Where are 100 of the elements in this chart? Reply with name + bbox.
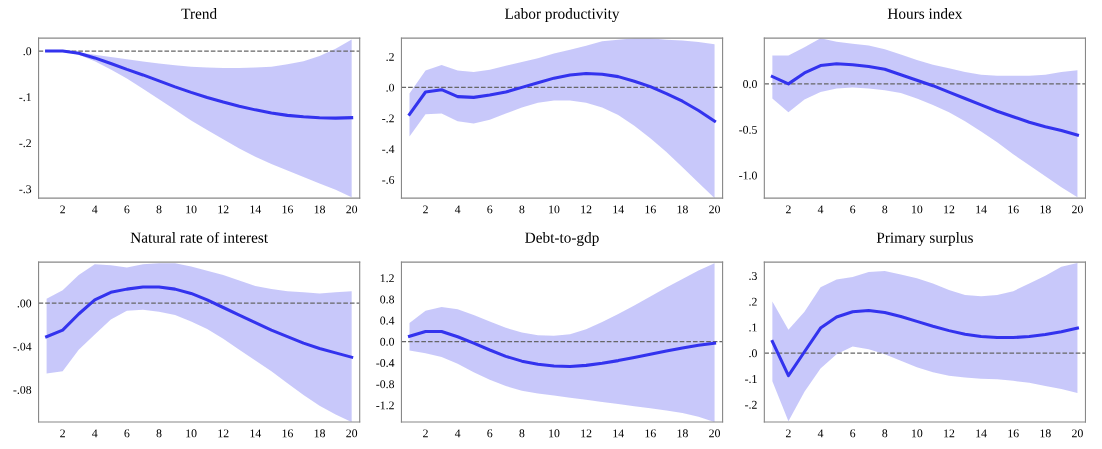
x-tick-label: 20 [709, 429, 721, 438]
x-tick-label: 4 [817, 205, 824, 214]
y-tick-label: -.6 [382, 175, 395, 184]
x-tick-label: 12 [218, 429, 229, 438]
x-tick-label: 8 [156, 205, 162, 214]
y-tick-label: -0.4 [376, 358, 395, 367]
x-tick-label: 12 [581, 429, 592, 438]
x-tick-label: 12 [581, 205, 592, 214]
x-tick-label: 6 [124, 429, 130, 438]
x-tick-label: 8 [156, 429, 162, 438]
x-tick-label: 20 [346, 205, 358, 214]
chart-title: Labor productivity [504, 8, 620, 23]
x-tick-label: 14 [976, 429, 987, 438]
x-tick-label: 14 [613, 205, 624, 214]
x-tick-label: 4 [454, 429, 461, 438]
chart-title: Debt-to-gdp [525, 232, 599, 246]
chart-title: Hours index [887, 8, 963, 19]
x-tick-label: 18 [677, 205, 688, 214]
y-tick-label: -.1 [19, 93, 31, 102]
y-tick-label: .2 [386, 52, 394, 61]
x-tick-label: 4 [454, 205, 461, 214]
x-tick-label: 16 [282, 429, 293, 438]
chart-title: Primary surplus [876, 232, 973, 246]
y-tick-label: .00 [17, 299, 32, 308]
x-tick-label: 2 [785, 429, 791, 438]
x-tick-label: 6 [850, 429, 856, 438]
x-tick-label: 20 [1072, 205, 1083, 214]
x-tick-label: 6 [124, 205, 130, 214]
y-tick-label: -.04 [13, 342, 32, 351]
y-tick-label: -.2 [382, 114, 394, 123]
x-tick-label: 10 [549, 205, 560, 214]
y-tick-label: 0.0 [743, 80, 757, 89]
x-tick-label: 6 [850, 205, 856, 214]
line-series [45, 49, 354, 120]
y-tick-label: -0.8 [376, 380, 395, 389]
y-tick-label: 0.4 [380, 316, 395, 325]
y-tick-label: -.2 [19, 139, 31, 148]
x-tick-label: 10 [186, 429, 197, 438]
x-tick-label: 14 [613, 429, 624, 438]
x-tick-label: 4 [817, 429, 824, 438]
x-tick-label: 10 [912, 205, 923, 214]
y-tick-label: -1.0 [739, 171, 757, 180]
x-tick-label: 10 [912, 429, 923, 438]
y-tick-label: .0 [386, 83, 395, 92]
x-tick-label: 12 [218, 205, 229, 214]
x-tick-label: 14 [250, 205, 262, 214]
x-tick-label: 8 [519, 205, 525, 214]
y-tick-label: -.1 [745, 375, 757, 384]
line-series [407, 72, 717, 123]
x-tick-label: 8 [882, 429, 888, 438]
y-tick-label: -.08 [13, 385, 32, 394]
x-tick-label: 8 [882, 205, 888, 214]
y-tick-label: -.2 [745, 400, 757, 409]
x-tick-label: 18 [314, 429, 326, 438]
y-tick-label: .3 [749, 272, 757, 281]
x-tick-label: 12 [944, 429, 955, 438]
x-tick-label: 10 [186, 205, 197, 214]
x-tick-label: 16 [645, 429, 656, 438]
x-tick-label: 18 [314, 205, 326, 214]
y-tick-label: .2 [749, 297, 757, 306]
x-tick-label: 2 [60, 429, 65, 438]
y-tick-label: -.3 [19, 185, 32, 194]
y-tick-label: -0.5 [739, 125, 757, 134]
x-tick-label: 4 [92, 429, 98, 438]
y-tick-label: -.4 [382, 145, 395, 154]
y-tick-label: .1 [749, 323, 757, 332]
line-series [45, 285, 354, 359]
x-tick-label: 6 [487, 205, 493, 214]
line-series [770, 62, 1079, 137]
x-tick-label: 14 [976, 205, 987, 214]
line-series [770, 309, 1079, 378]
x-tick-label: 20 [346, 429, 358, 438]
x-tick-label: 18 [677, 429, 688, 438]
x-tick-label: 4 [92, 205, 98, 214]
y-tick-label: -1.2 [376, 401, 394, 410]
x-tick-label: 2 [60, 205, 65, 214]
chart-title: Natural rate of interest [130, 231, 268, 243]
x-tick-label: 12 [944, 205, 955, 214]
x-tick-label: 16 [645, 205, 656, 214]
x-tick-label: 20 [709, 205, 721, 214]
x-tick-label: 16 [282, 205, 293, 214]
x-tick-label: 14 [250, 429, 262, 438]
y-tick-label: 0.8 [380, 295, 395, 304]
y-tick-label: .0 [23, 47, 32, 56]
x-tick-label: 6 [487, 429, 493, 438]
x-tick-label: 20 [1072, 429, 1083, 438]
x-tick-label: 18 [1040, 205, 1051, 214]
x-tick-label: 2 [423, 205, 428, 214]
x-tick-label: 16 [1008, 205, 1019, 214]
chart-title: Trend [181, 8, 217, 19]
y-tick-label: 0.0 [380, 337, 395, 346]
x-tick-label: 18 [1040, 429, 1051, 438]
x-tick-label: 10 [549, 429, 560, 438]
line-series [407, 329, 717, 368]
y-tick-label: 1.2 [380, 274, 394, 283]
x-tick-label: 2 [785, 205, 791, 214]
x-tick-label: 2 [423, 429, 428, 438]
y-tick-label: .0 [749, 349, 757, 358]
x-tick-label: 8 [519, 429, 525, 438]
x-tick-label: 16 [1008, 429, 1019, 438]
